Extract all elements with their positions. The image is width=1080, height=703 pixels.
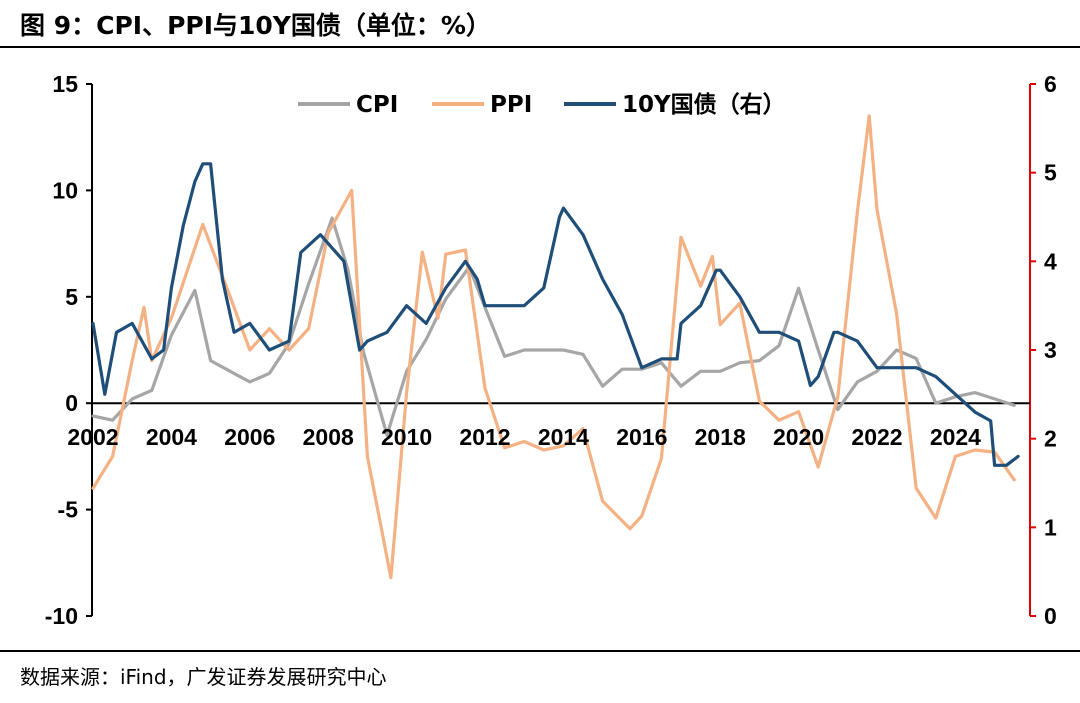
- legend-cpi: CPI: [298, 92, 398, 118]
- legend-label: CPI: [356, 92, 398, 118]
- right-axis-tick-label: 5: [1044, 160, 1057, 186]
- left-axis-tick-label: 15: [52, 71, 78, 97]
- x-axis-tick-label: 2004: [146, 424, 197, 450]
- title-rule: [0, 46, 1080, 48]
- bond-10y-line: [91, 162, 1020, 467]
- footer-rule: [0, 650, 1080, 652]
- left-axis-tick-label: 0: [65, 390, 78, 416]
- chart-title: 图 9：CPI、PPI与10Y国债（单位：%）: [20, 11, 491, 40]
- x-axis-tick-label: 2012: [459, 424, 510, 450]
- legend-10y: 10Y国债（右）: [564, 91, 786, 118]
- legend-label: PPI: [490, 92, 532, 118]
- data-source: 数据来源：iFind，广发证券发展研究中心: [20, 665, 387, 689]
- x-axis-tick-label: 2022: [851, 424, 902, 450]
- right-axis-tick-label: 3: [1044, 337, 1057, 363]
- ppi-line: [91, 114, 1016, 580]
- left-axis-tick-label: -10: [45, 603, 78, 629]
- legend-ppi: PPI: [432, 92, 532, 118]
- right-axis-tick-label: 1: [1044, 514, 1057, 540]
- x-axis-tick-label: 2002: [67, 424, 118, 450]
- x-axis-tick-label: 2014: [538, 424, 589, 450]
- right-axis-tick-label: 6: [1044, 71, 1057, 97]
- right-axis-tick-label: 4: [1044, 248, 1057, 274]
- right-axis-tick-label: 2: [1044, 426, 1057, 452]
- left-axis-tick-label: 10: [52, 177, 78, 203]
- left-axis-tick-label: -5: [58, 497, 79, 523]
- right-axis-tick-label: 0: [1044, 603, 1057, 629]
- legend-label: 10Y国债（右）: [622, 91, 786, 118]
- x-axis-tick-label: 2020: [773, 424, 824, 450]
- left-axis-tick-label: 5: [65, 284, 78, 310]
- x-axis-tick-label: 2016: [616, 424, 667, 450]
- cpi-line: [91, 216, 1016, 437]
- x-axis-tick-label: 2018: [695, 424, 746, 450]
- x-axis-tick-label: 2024: [930, 424, 981, 450]
- x-axis-tick-label: 2006: [224, 424, 275, 450]
- x-axis-tick-label: 2008: [303, 424, 354, 450]
- x-axis-tick-label: 2010: [381, 424, 432, 450]
